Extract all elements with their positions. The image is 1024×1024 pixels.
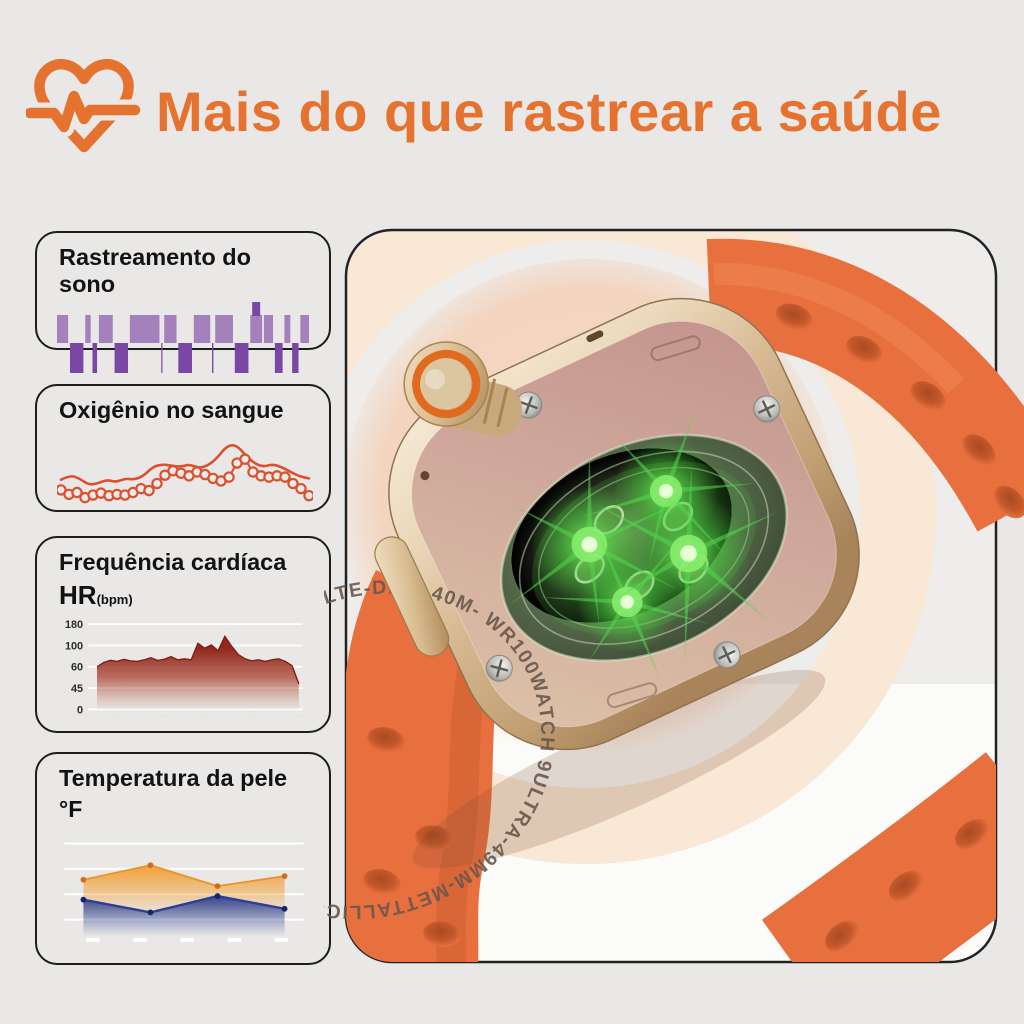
heart-rate-unit-label: HR(bpm) bbox=[59, 580, 133, 610]
digital-crown bbox=[403, 341, 523, 437]
mic-hole bbox=[420, 471, 430, 481]
card-heart-rate: Frequência cardíaca HR(bpm) 180 100 60 45 0 bbox=[35, 536, 331, 733]
skin-temperature-chart bbox=[64, 842, 304, 942]
heart-ecg-icon bbox=[26, 59, 146, 153]
card-sleep-title: Rastreamento do sono bbox=[59, 244, 251, 297]
svg-text:60: 60 bbox=[71, 662, 83, 674]
photo-panel-border bbox=[344, 228, 998, 964]
band-release-slots bbox=[606, 335, 701, 709]
blood-oxygen-chart bbox=[57, 443, 313, 504]
svg-text:45: 45 bbox=[71, 683, 83, 695]
card-temperature-title: Temperatura da pele bbox=[59, 765, 288, 791]
card-skin-temperature: Temperatura da pele °F bbox=[35, 752, 331, 965]
speaker-slot bbox=[586, 330, 604, 343]
card-sleep-tracking: Rastreamento do sono bbox=[35, 231, 331, 373]
header: Mais do que rastrear a saúde bbox=[26, 52, 942, 170]
watch-band-top-right bbox=[706, 238, 1024, 532]
sleep-hypnogram-chart bbox=[57, 302, 309, 373]
watch-photo-panel: WATCH 9ULTRA-49MM-METTALLIC&PLASTIC CERI… bbox=[324, 228, 1024, 984]
cream-ring bbox=[346, 230, 936, 864]
svg-text:100: 100 bbox=[65, 640, 83, 652]
watch-band-bottom-right bbox=[761, 752, 996, 962]
side-button bbox=[374, 536, 450, 657]
page-title: Mais do que rastrear a saúde bbox=[156, 79, 942, 143]
svg-text:0: 0 bbox=[77, 704, 83, 716]
crown-orange-ring bbox=[412, 350, 481, 419]
card-heart-rate-title: Frequência cardíaca bbox=[59, 549, 287, 575]
card-blood-oxygen: Oxigênio no sangue bbox=[35, 384, 331, 512]
watch-shadow bbox=[412, 669, 826, 869]
svg-text:180: 180 bbox=[65, 619, 83, 631]
temperature-unit-label: °F bbox=[59, 796, 83, 822]
card-oxygen-title: Oxigênio no sangue bbox=[59, 397, 284, 423]
heart-rate-chart: 180 100 60 45 0 bbox=[65, 619, 303, 718]
